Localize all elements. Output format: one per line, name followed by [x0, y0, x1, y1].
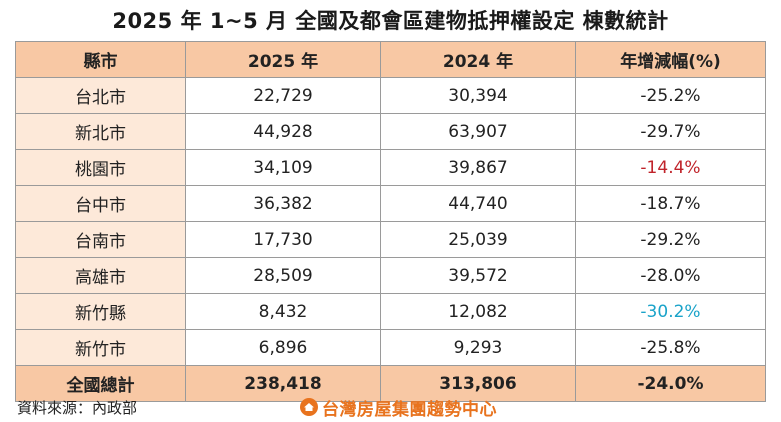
page-title: 2025 年 1~5 月 全國及都會區建物抵押權設定 棟數統計: [112, 9, 669, 33]
table-row: 新竹市 6,896 9,293 -25.8%: [15, 329, 766, 366]
value-2025-cell: 44,928: [185, 113, 381, 150]
table-header-row: 縣市 2025 年 2024 年 年增減幅(%): [15, 41, 766, 78]
statistics-table: 縣市 2025 年 2024 年 年增減幅(%) 台北市 22,729 30,3…: [15, 41, 766, 402]
change-cell: -25.8%: [575, 329, 766, 366]
city-cell: 台北市: [15, 77, 186, 114]
source-note: 資料來源：內政部: [17, 399, 138, 417]
change-cell: -29.7%: [575, 113, 766, 150]
value-2024-cell: 39,572: [380, 257, 576, 294]
city-cell: 高雄市: [15, 257, 186, 294]
value-2024-cell: 9,293: [380, 329, 576, 366]
city-cell: 桃園市: [15, 149, 186, 186]
city-cell: 新北市: [15, 113, 186, 150]
value-2024-cell: 12,082: [380, 293, 576, 330]
value-2025-cell: 28,509: [185, 257, 381, 294]
city-cell: 台中市: [15, 185, 186, 222]
header-city: 縣市: [15, 41, 186, 78]
city-cell: 新竹縣: [15, 293, 186, 330]
table-row: 台南市 17,730 25,039 -29.2%: [15, 221, 766, 258]
value-2025-cell: 36,382: [185, 185, 381, 222]
brand-logo: 台灣房屋集團趨勢中心: [300, 396, 497, 420]
value-2024-cell: 63,907: [380, 113, 576, 150]
value-2024-cell: 44,740: [380, 185, 576, 222]
total-change-cell: -24.0%: [575, 365, 766, 402]
table-row: 台中市 36,382 44,740 -18.7%: [15, 185, 766, 222]
header-2024: 2024 年: [380, 41, 576, 78]
header-change: 年增減幅(%): [575, 41, 766, 78]
city-cell: 台南市: [15, 221, 186, 258]
change-cell: -18.7%: [575, 185, 766, 222]
total-label: 全國總計: [15, 365, 186, 402]
city-cell: 新竹市: [15, 329, 186, 366]
value-2025-cell: 22,729: [185, 77, 381, 114]
change-cell: -25.2%: [575, 77, 766, 114]
value-2024-cell: 30,394: [380, 77, 576, 114]
table-row: 新竹縣 8,432 12,082 -30.2%: [15, 293, 766, 330]
total-2024-cell: 313,806: [380, 365, 576, 402]
change-cell: -30.2%: [575, 293, 766, 330]
value-2024-cell: 39,867: [380, 149, 576, 186]
brand-logo-text: 台灣房屋集團趨勢中心: [322, 399, 497, 420]
value-2025-cell: 17,730: [185, 221, 381, 258]
table-row: 高雄市 28,509 39,572 -28.0%: [15, 257, 766, 294]
value-2025-cell: 6,896: [185, 329, 381, 366]
header-2025: 2025 年: [185, 41, 381, 78]
house-logo-icon: [300, 398, 318, 416]
change-cell: -28.0%: [575, 257, 766, 294]
table-row: 桃園市 34,109 39,867 -14.4%: [15, 149, 766, 186]
table-row: 台北市 22,729 30,394 -25.2%: [15, 77, 766, 114]
change-cell: -14.4%: [575, 149, 766, 186]
change-cell: -29.2%: [575, 221, 766, 258]
value-2025-cell: 34,109: [185, 149, 381, 186]
value-2025-cell: 8,432: [185, 293, 381, 330]
value-2024-cell: 25,039: [380, 221, 576, 258]
table-row: 新北市 44,928 63,907 -29.7%: [15, 113, 766, 150]
total-row: 全國總計 238,418 313,806 -24.0%: [15, 365, 766, 402]
